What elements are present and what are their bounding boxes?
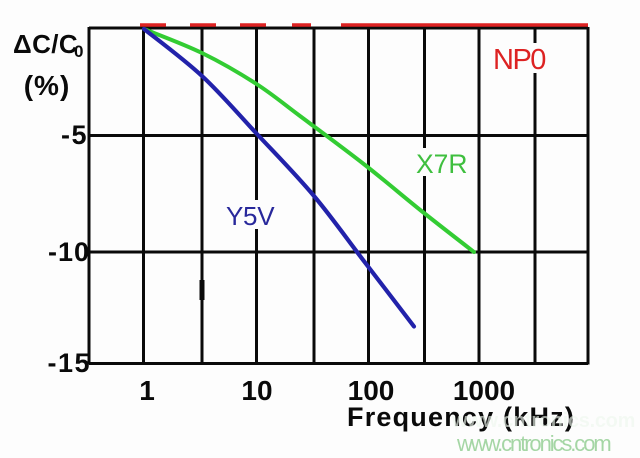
svg-text:NP0: NP0 [493, 44, 545, 76]
svg-text:www.cntronics.com: www.cntronics.com [451, 410, 635, 432]
svg-text:(%): (%) [24, 70, 71, 101]
svg-text:www.cntronics.com: www.cntronics.com [456, 431, 610, 456]
svg-text:ΔC/C: ΔC/C [13, 29, 78, 59]
svg-text:Y5V: Y5V [226, 201, 275, 231]
svg-text:X7R: X7R [416, 149, 468, 179]
svg-text:Frequency (kHz): Frequency (kHz) [347, 402, 575, 432]
svg-text:-15: -15 [47, 348, 91, 378]
svg-text:100: 100 [348, 375, 395, 406]
svg-text:1: 1 [139, 375, 155, 406]
svg-text:0: 0 [74, 42, 83, 61]
svg-text:-10: -10 [48, 237, 90, 267]
svg-text:10: 10 [241, 375, 272, 406]
svg-text:-5: -5 [61, 120, 88, 150]
svg-text:1000: 1000 [453, 375, 515, 406]
svg-text:www.cntronics.com: www.cntronics.com [451, 410, 635, 432]
